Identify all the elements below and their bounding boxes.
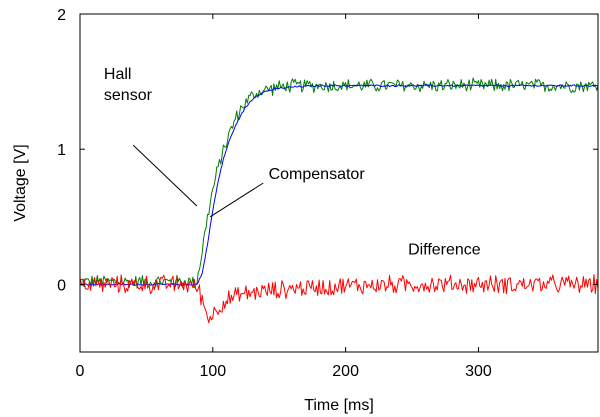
annotation-hall-pointer: [132, 144, 198, 207]
series-layer: [80, 77, 598, 324]
x-tick-label: 0: [76, 363, 85, 380]
x-tick-label: 100: [199, 363, 226, 380]
x-axis-label: Time [ms]: [304, 397, 374, 414]
annotation-compensator-pointer: [209, 182, 264, 218]
annotation-difference-label: Difference: [408, 242, 481, 259]
annotation-compensator-label: Compensator: [269, 166, 366, 183]
series-line-compensator: [80, 84, 598, 286]
series-line-hall: [80, 77, 598, 289]
y-tick-label: 0: [57, 277, 66, 294]
series-line-difference: [80, 274, 598, 324]
y-axis-label: Voltage [V]: [12, 144, 29, 221]
annotation-layer: Hall sensor Compensator Difference: [104, 66, 481, 259]
y-tick-label: 2: [57, 7, 66, 24]
plot-frame: [79, 13, 599, 353]
y-tick-label: 1: [57, 142, 66, 159]
x-tick-label: 300: [465, 363, 492, 380]
annotation-hall-label: sensor: [104, 87, 153, 104]
ticks-layer: 0 100 200 300 0 1 2: [57, 7, 598, 380]
x-tick-label: 200: [332, 363, 359, 380]
annotation-hall-label: Hall: [104, 66, 132, 83]
